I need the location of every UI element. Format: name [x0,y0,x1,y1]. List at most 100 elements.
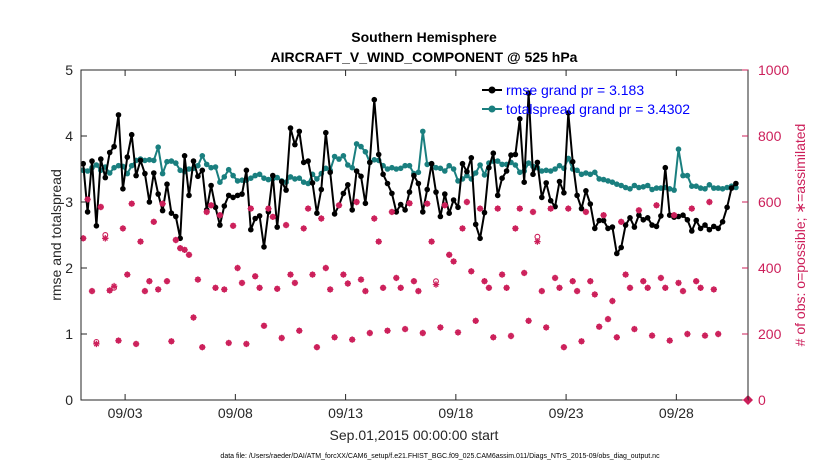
obs-assimilated-marker [424,200,431,207]
point-rmse [583,188,589,194]
point-rmse [547,197,554,204]
point-totalspread [472,170,479,176]
point-rmse [724,204,730,211]
obs-assimilated-marker [609,297,616,305]
y-tick-label: 3 [65,194,73,210]
point-rmse [565,110,572,116]
point-rmse [508,152,514,158]
point-totalspread [406,162,413,169]
obs-assimilated-marker [622,271,629,278]
point-rmse [636,212,642,218]
point-rmse [728,185,735,191]
point-rmse [296,128,303,135]
point-totalspread [517,169,523,176]
point-rmse [300,159,307,166]
point-rmse [292,141,298,148]
obs-assimilated-marker [384,327,391,334]
point-totalspread [252,172,258,179]
obs-assimilated-marker [662,284,669,291]
point-rmse [331,211,338,217]
point-rmse [120,186,126,192]
obs-assimilated-marker [613,334,620,341]
obs-assimilated-marker [463,198,471,206]
obs-assimilated-marker [115,337,122,344]
obs-assimilated-marker [331,334,338,341]
point-totalspread [186,166,192,172]
obs-assimilated-marker [459,225,466,232]
point-rmse [666,212,673,218]
obs-assimilated-marker [401,325,409,333]
x-tick-label: 09/03 [108,405,143,421]
point-rmse [217,222,223,228]
point-rmse [124,154,131,160]
point-rmse [420,209,426,215]
point-rmse [327,169,334,176]
point-totalspread [649,186,655,193]
point-totalspread [658,185,664,191]
point-totalspread [362,149,369,155]
obs-assimilated-marker [335,202,343,209]
point-totalspread [424,161,431,168]
obs-assimilated-marker [137,238,144,245]
point-rmse [287,125,294,131]
point-rmse [455,204,461,211]
point-totalspread [314,176,320,182]
point-rmse [380,171,386,178]
point-rmse [111,143,117,150]
point-rmse [525,90,532,96]
obs-assimilated-marker [578,338,585,345]
y-axis-label: rmse and totalspread [48,169,64,301]
point-totalspread [287,174,294,180]
point-totalspread [164,158,170,165]
obs-assimilated-marker [397,284,404,291]
point-totalspread [415,169,422,176]
point-rmse [503,168,510,174]
point-totalspread [146,157,153,163]
y-tick-label-right: 200 [758,326,782,342]
obs-assimilated-marker [132,340,140,348]
obs-assimilated-marker [441,202,448,209]
point-totalspread [689,183,695,189]
obs-assimilated-marker [432,281,440,288]
point-rmse [181,153,188,159]
point-totalspread [724,184,730,191]
point-rmse [151,170,157,176]
point-totalspread [719,186,726,192]
point-totalspread [336,156,342,162]
point-totalspread [433,164,439,171]
point-totalspread [609,179,616,185]
point-rmse [556,178,563,185]
obs-assimilated-marker [626,284,634,291]
point-rmse [406,189,413,195]
point-rmse [397,201,404,208]
point-rmse [371,96,378,103]
obs-assimilated-marker [84,196,91,203]
obs-assimilated-marker [498,271,506,278]
y-tick-label: 1 [65,326,73,342]
point-totalspread [142,157,148,164]
obs-possible-marker [534,233,541,240]
point-totalspread [627,186,633,192]
point-rmse [225,192,232,199]
legend-entry-spread: totalspread grand pr = 3.4302 [506,101,690,117]
point-totalspread [442,168,448,174]
obs-assimilated-marker [344,280,351,287]
point-rmse [442,191,448,197]
obs-assimilated-marker [419,329,426,337]
y-tick-label-right: 800 [758,128,782,144]
point-totalspread [539,168,545,174]
point-rmse [437,213,444,220]
obs-assimilated-marker [203,208,210,216]
point-totalspread [155,144,161,150]
obs-assimilated-marker [287,271,294,278]
obs-assimilated-marker [573,287,581,295]
point-rmse [543,180,549,186]
point-rmse [389,190,395,197]
point-rmse [393,209,400,215]
obs-assimilated-marker [415,287,422,295]
point-rmse [318,186,325,193]
obs-assimilated-marker [507,332,515,340]
point-totalspread [697,185,704,191]
obs-assimilated-marker [322,264,329,272]
obs-assimilated-marker [318,215,325,222]
